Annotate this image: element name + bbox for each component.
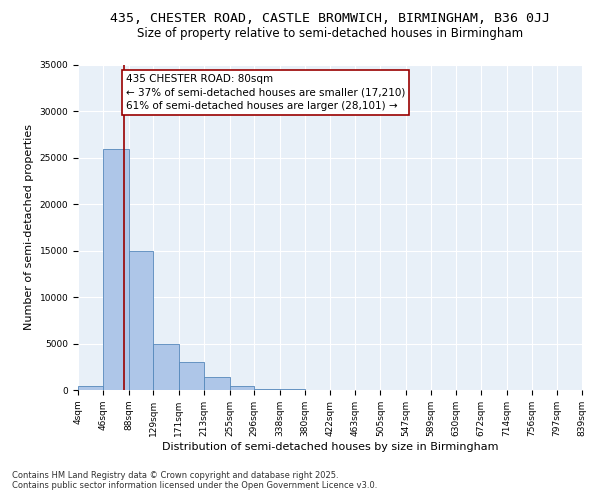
Text: 435 CHESTER ROAD: 80sqm
← 37% of semi-detached houses are smaller (17,210)
61% o: 435 CHESTER ROAD: 80sqm ← 37% of semi-de… (125, 74, 405, 110)
Text: 435, CHESTER ROAD, CASTLE BROMWICH, BIRMINGHAM, B36 0JJ: 435, CHESTER ROAD, CASTLE BROMWICH, BIRM… (110, 12, 550, 26)
Bar (179, 362, 204, 390)
Bar (78, 386, 103, 390)
Y-axis label: Number of semi-detached properties: Number of semi-detached properties (24, 124, 34, 330)
Bar (204, 377, 230, 390)
Bar (103, 148, 129, 390)
Text: Contains HM Land Registry data © Crown copyright and database right 2025.: Contains HM Land Registry data © Crown c… (12, 471, 338, 480)
Bar (230, 386, 254, 390)
Bar (254, 388, 280, 390)
Bar (129, 250, 154, 390)
Text: Size of property relative to semi-detached houses in Birmingham: Size of property relative to semi-detach… (137, 28, 523, 40)
Bar (154, 344, 179, 390)
X-axis label: Distribution of semi-detached houses by size in Birmingham: Distribution of semi-detached houses by … (162, 442, 498, 452)
Text: Contains public sector information licensed under the Open Government Licence v3: Contains public sector information licen… (12, 481, 377, 490)
